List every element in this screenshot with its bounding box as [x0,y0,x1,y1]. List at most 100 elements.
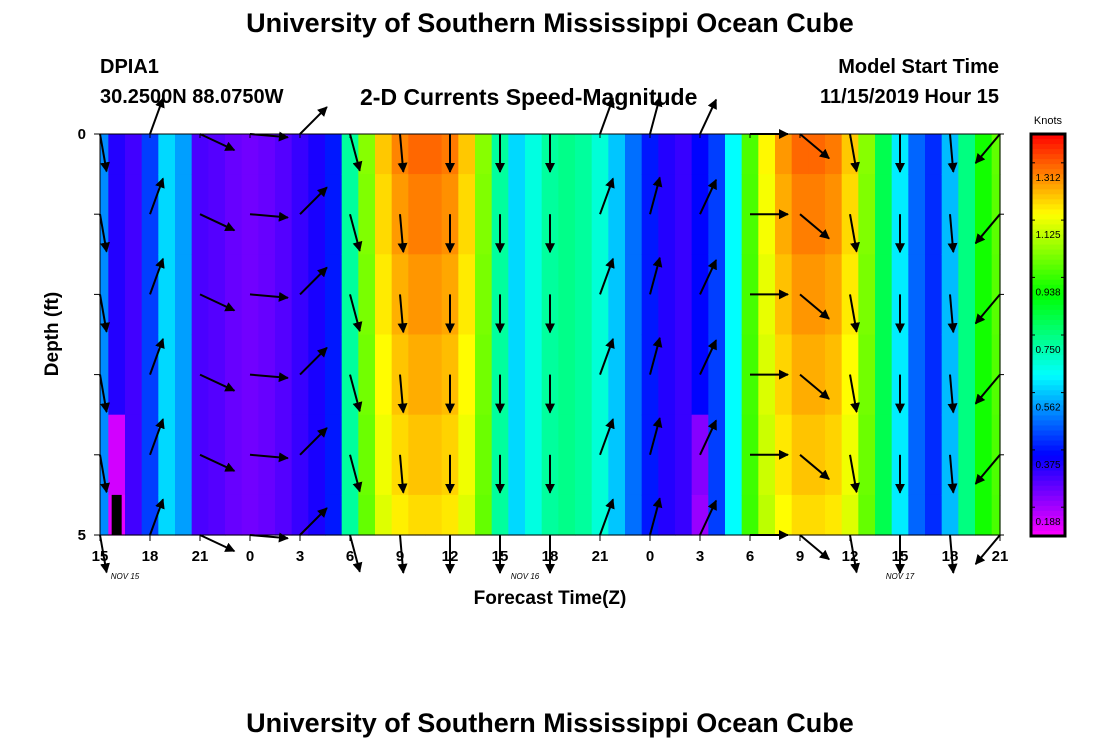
heatmap-cell [708,134,726,175]
heatmap-cell [175,334,193,416]
current-vector [699,419,718,456]
current-vector [349,454,363,493]
x-tick-label: 18 [942,548,959,565]
x-tick-label: 3 [696,548,704,565]
heatmap-cell [975,414,993,496]
x-tick-label: 0 [246,548,254,565]
current-vector [397,374,408,414]
x-tick-label: 9 [396,548,404,565]
current-vector [349,374,363,413]
chart-title: 2-D Currents Speed-Magnitude [360,84,698,110]
heatmap-cell [641,414,659,496]
heatmap-cell [691,174,709,255]
footer-title: University of Southern Mississippi Ocean… [246,708,854,738]
x-tick-label: 6 [746,548,754,565]
heatmap-cell [208,494,226,536]
page-title: University of Southern Mississippi Ocean… [246,8,854,38]
heatmap-cell [658,174,676,255]
x-axis-label: Forecast Time(Z) [474,588,627,609]
current-vector [947,294,958,334]
current-vector [299,507,328,536]
current-vector [397,534,408,574]
colorbar-segment [1031,385,1065,391]
heatmap-cell [641,254,659,336]
heatmap-cell [625,414,643,496]
current-vector [149,257,165,295]
colorbar-segment [1031,405,1065,411]
colorbar-segment [1031,435,1065,442]
heatmap-cell [258,334,276,416]
current-vector [649,417,663,456]
x-tick-label: 9 [796,548,804,565]
heatmap-cell [825,334,843,416]
heatmap-cell [408,134,426,175]
heatmap-cell [408,414,426,496]
heatmap-cell [591,414,609,496]
colorbar-segment [1031,199,1065,205]
heatmap-cell [575,414,593,496]
heatmap-cell [758,494,776,536]
heatmap-cell [475,174,493,255]
current-vector [649,336,663,375]
y-tick-label: 5 [78,527,86,544]
colorbar-segment [1031,500,1065,507]
heatmap-cell [208,254,226,336]
station-coords: 30.2500N 88.0750W [100,86,284,108]
heatmap-cell [658,494,676,536]
current-vector [249,291,289,302]
colorbar-segment [1031,470,1065,477]
heatmap-cell [458,334,476,416]
colorbar-segment [1031,495,1065,502]
current-vector [249,211,289,222]
heatmap-cell [608,414,626,496]
colorbar-segment [1031,450,1065,457]
heatmap-cell [958,414,976,496]
current-vector [599,418,615,456]
heatmap-cell [575,494,593,536]
heatmap-cell [775,494,793,536]
heatmap-cell [191,134,209,175]
heatmap-cell [591,334,609,416]
heatmap-cell [141,174,159,255]
heatmap-cell [875,334,893,416]
heatmap-cell [141,494,159,536]
colorbar-segment [1031,335,1065,341]
heatmap-cell [225,254,243,336]
colorbar: 1.312 1.125 0.938 0.750 0.562 0.375 0.188 [1029,132,1067,538]
heatmap-cell [558,414,576,496]
heatmap-cell [408,494,426,536]
colorbar-segment [1031,440,1065,447]
colorbar-segment [1031,345,1065,351]
current-vector [149,498,165,536]
heatmap-cell [708,254,726,336]
x-tick-label: 15 [892,548,909,565]
current-vector [849,294,860,333]
heatmap-cell [525,134,543,175]
current-vector [149,97,165,135]
heatmap-cell [858,334,876,416]
current-vector [799,454,830,480]
heatmap-cell [425,414,443,496]
heatmap-cell [991,414,1001,496]
colorbar-segment [1031,224,1065,231]
heatmap-cell [558,334,576,416]
heatmap-cell [658,134,676,175]
colorbar-segment [1031,485,1065,492]
current-vector [699,339,718,376]
current-vector [249,452,289,463]
heatmap-cell [375,174,393,255]
current-vector [299,186,328,215]
colorbar-segment [1031,219,1065,226]
heatmap-cell [975,494,993,536]
heatmap-cell [958,134,976,175]
current-vector [199,373,236,392]
heatmap-cell [658,254,676,336]
heatmap-cell [225,134,243,175]
heatmap-cell [525,334,543,416]
current-vector [599,498,615,536]
current-vector [397,294,408,334]
heatmap-cell [625,334,643,416]
x-tick-label: 15 [492,548,509,565]
colorbar-segment [1031,515,1065,522]
heatmap-cell [158,334,176,416]
